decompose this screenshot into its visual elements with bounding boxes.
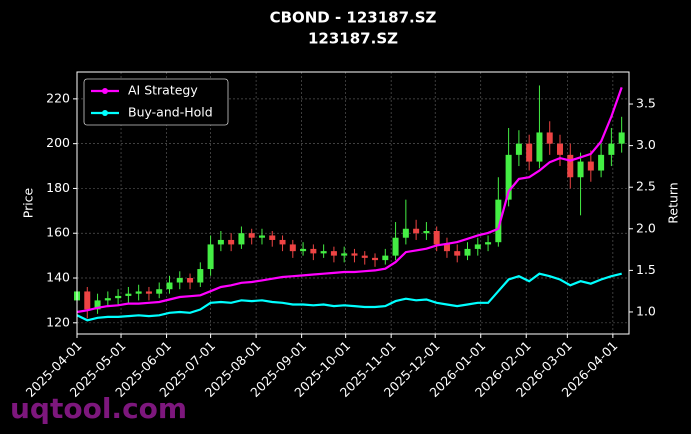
y2-axis-label: Return bbox=[666, 182, 681, 223]
candle-body bbox=[248, 233, 255, 238]
y-tick-label: 120 bbox=[46, 314, 70, 329]
candle-body bbox=[269, 235, 276, 240]
candle-body bbox=[84, 291, 91, 310]
candle-body bbox=[454, 251, 461, 256]
candle-body bbox=[392, 237, 399, 256]
y2-tick-label: 1.5 bbox=[636, 262, 656, 277]
candle-body bbox=[567, 154, 574, 178]
candle-body bbox=[618, 132, 625, 144]
candle-body bbox=[351, 253, 358, 256]
candle-body bbox=[197, 269, 204, 283]
candle-body bbox=[443, 244, 450, 252]
candle-body bbox=[166, 282, 173, 290]
y-tick-label: 180 bbox=[46, 180, 70, 195]
y-axis-label: Price bbox=[21, 187, 36, 218]
candle-body bbox=[361, 255, 368, 258]
y-tick-label: 220 bbox=[46, 90, 70, 105]
candle-body bbox=[156, 289, 163, 294]
y-tick-label: 200 bbox=[46, 135, 70, 150]
candle-body bbox=[485, 242, 492, 245]
candle-body bbox=[341, 253, 348, 256]
candle-body bbox=[526, 143, 533, 162]
chart-subtitle: 123187.SZ bbox=[308, 30, 398, 48]
y2-tick-label: 2.0 bbox=[636, 220, 656, 235]
candle-body bbox=[515, 143, 522, 155]
plot-frame bbox=[76, 71, 630, 335]
y-tick-label: 160 bbox=[46, 225, 70, 240]
candle-body bbox=[474, 244, 481, 249]
candle-body bbox=[187, 278, 194, 283]
y2-tick-label: 3.0 bbox=[636, 137, 656, 152]
candle-body bbox=[310, 248, 317, 254]
candle-body bbox=[217, 239, 224, 245]
candle-body bbox=[279, 239, 286, 245]
candle-body bbox=[382, 255, 389, 261]
candle-body bbox=[608, 143, 615, 155]
candle-body bbox=[546, 132, 553, 144]
candle-body bbox=[577, 161, 584, 178]
candle-body bbox=[135, 291, 142, 294]
candle-body bbox=[413, 228, 420, 234]
return-line bbox=[76, 87, 623, 314]
candle-body bbox=[176, 278, 183, 283]
candle-body bbox=[115, 295, 122, 299]
candle-body bbox=[495, 199, 502, 243]
legend-box bbox=[83, 78, 229, 126]
candle-body bbox=[587, 161, 594, 171]
candle-body bbox=[104, 298, 111, 301]
candle-body bbox=[330, 251, 337, 256]
candle-body bbox=[238, 233, 245, 245]
legend-label: AI Strategy bbox=[128, 83, 198, 98]
candle-body bbox=[207, 244, 214, 270]
chart-title: CBOND - 123187.SZ bbox=[270, 9, 437, 27]
candle-body bbox=[228, 239, 235, 245]
candle-body bbox=[320, 251, 327, 254]
candle-body bbox=[402, 228, 409, 238]
candle-body bbox=[258, 235, 265, 238]
y2-tick-label: 2.5 bbox=[636, 179, 656, 194]
candle-body bbox=[94, 300, 101, 310]
y-tick-label: 140 bbox=[46, 270, 70, 285]
candle-body bbox=[145, 291, 152, 294]
candle-body bbox=[536, 132, 543, 162]
candle-body bbox=[423, 230, 430, 234]
candle-body bbox=[557, 143, 563, 155]
candle-body bbox=[505, 154, 512, 200]
candle-body bbox=[598, 154, 605, 171]
candle-body bbox=[289, 244, 296, 252]
watermark: uqtool.com bbox=[10, 392, 187, 425]
candle-body bbox=[433, 230, 440, 245]
candle-body bbox=[464, 248, 471, 256]
return-line bbox=[76, 272, 622, 322]
candle-body bbox=[125, 293, 132, 296]
legend-label: Buy-and-Hold bbox=[128, 105, 213, 120]
y2-tick-label: 3.5 bbox=[636, 96, 656, 111]
legend-marker bbox=[102, 110, 108, 116]
candle-body bbox=[372, 257, 379, 261]
legend-marker bbox=[102, 88, 108, 94]
y2-tick-label: 1.0 bbox=[636, 303, 656, 318]
candle-body bbox=[300, 248, 307, 252]
